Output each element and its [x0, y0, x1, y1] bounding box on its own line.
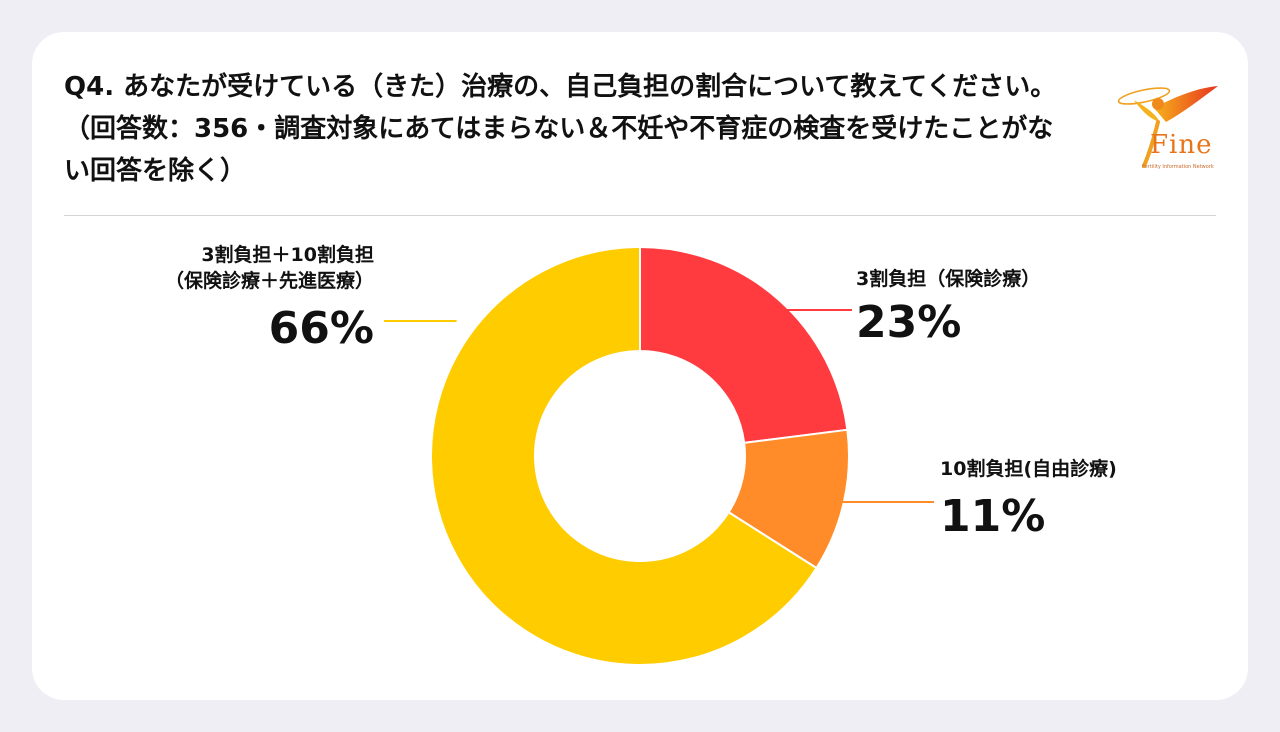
value-label-3: 66% [269, 303, 374, 354]
question-title: Q4. あなたが受けている（きた）治療の、自己負担の割合について教えてください。… [64, 72, 1057, 186]
title-divider [64, 215, 1216, 216]
value-label-1: 23% [856, 297, 961, 348]
donut-slice-3 [430, 245, 818, 666]
donut-slice-1 [639, 245, 849, 444]
category-label-3-line-1: 3割負担＋10割負担 [201, 243, 374, 266]
fine-logo: Fine Fertility Information Network [1114, 78, 1224, 174]
logo-tagline: Fertility Information Network [1142, 164, 1214, 170]
value-label-2: 11% [940, 491, 1045, 542]
category-label-2: 10割負担(自由診療) [940, 457, 1117, 480]
content-card: Q4. あなたが受けている（きた）治療の、自己負担の割合について教えてください。… [32, 32, 1248, 700]
category-label-1: 3割負担（保険診療） [856, 267, 1040, 290]
logo-wordmark: Fine [1150, 130, 1213, 160]
donut-chart: 3割負担（保険診療） 23% 10割負担(自由診療) 11% 3割負担＋10割負担 （保険… [165, 243, 1117, 666]
category-label-3-line-2: （保険診療＋先進医療） [165, 269, 374, 292]
fine-logo-mark-icon [1117, 86, 1218, 168]
